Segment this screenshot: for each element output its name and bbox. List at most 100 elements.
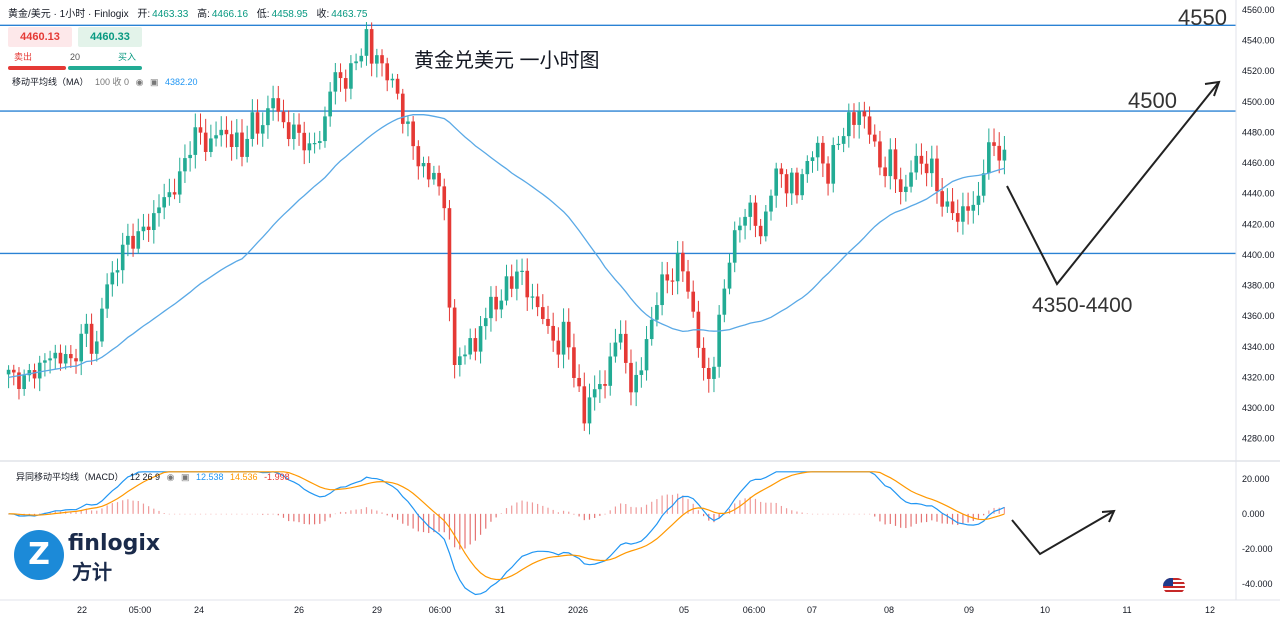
macd-histogram-bar xyxy=(334,513,336,515)
macd-histogram-bar xyxy=(874,513,876,517)
candle-body xyxy=(665,274,670,281)
sell-price-button[interactable]: 4460.13 xyxy=(8,27,72,47)
candle-body xyxy=(987,142,991,174)
macd-histogram-bar xyxy=(988,510,990,514)
macd-histogram-bar xyxy=(225,513,228,515)
macd-histogram-bar xyxy=(329,513,331,518)
macd-histogram-bar xyxy=(931,513,933,521)
logo-mark: Z xyxy=(14,530,64,580)
macd-histogram-bar xyxy=(464,513,466,549)
macd-histogram-bar xyxy=(168,513,170,515)
macd-histogram-bar xyxy=(614,506,617,514)
time-axis-tick: 22 xyxy=(77,605,87,615)
buy-button[interactable]: 买入 xyxy=(117,52,136,62)
candle-body xyxy=(940,191,944,207)
macd-legend[interactable]: 异同移动平均线（MACD） 12 26 9 ◉ ▣ 12.538 14.536 … xyxy=(12,470,290,483)
macd-histogram-bar xyxy=(879,513,881,522)
candle-body xyxy=(317,141,322,144)
candle-body xyxy=(935,158,939,192)
macd-histogram-bar xyxy=(573,513,575,515)
candle-body xyxy=(623,333,628,363)
macd-histogram-bar xyxy=(137,500,139,514)
sell-button[interactable]: 卖出 xyxy=(14,52,33,62)
macd-histogram-bar xyxy=(884,513,886,525)
candle-body xyxy=(779,168,784,175)
candle-body xyxy=(6,369,11,375)
candle-body xyxy=(447,208,452,308)
candle-body xyxy=(209,138,213,152)
candle-body xyxy=(17,372,21,389)
macd-histogram-bar xyxy=(241,513,243,515)
macd-histogram-bar xyxy=(531,502,534,514)
price-axis-tick: 4360.00 xyxy=(1242,311,1275,321)
macd-axis-tick: 20.000 xyxy=(1242,474,1270,484)
eye-icon[interactable]: ◉ xyxy=(166,472,175,482)
candle-body xyxy=(846,112,851,137)
macd-axis-tick: 0.000 xyxy=(1242,509,1265,519)
macd-histogram-bar xyxy=(734,503,736,514)
candle-body xyxy=(11,369,16,373)
low-label: 低: xyxy=(256,9,270,20)
macd-histogram-bar xyxy=(562,510,565,514)
macd-histogram-bar xyxy=(85,508,87,514)
macd-histogram-bar xyxy=(894,513,897,526)
candle-body xyxy=(530,296,535,298)
candle-body xyxy=(115,270,120,273)
macd-histogram-bar xyxy=(267,513,269,515)
candle-body xyxy=(649,319,654,340)
candle-body xyxy=(769,195,773,212)
macd-forecast-arrow xyxy=(1011,510,1115,556)
candle-body xyxy=(888,149,893,177)
macd-histogram-bar xyxy=(511,505,513,514)
candle-body xyxy=(494,296,498,310)
time-axis-tick: 05 xyxy=(679,605,689,615)
time-axis-tick: 06:00 xyxy=(743,605,766,615)
macd-histogram-bar xyxy=(122,500,124,514)
candle-body xyxy=(670,280,675,282)
candle-body xyxy=(743,216,747,226)
calendar-icon[interactable]: ▣ xyxy=(180,472,190,482)
candle-body xyxy=(582,386,587,424)
macd-histogram-bar xyxy=(173,513,176,515)
quantity-input[interactable]: 20 xyxy=(69,52,80,62)
us-flag-icon xyxy=(1163,578,1185,594)
macd-histogram-bar xyxy=(588,513,591,520)
symbol-header: 黄金/美元 · 1小时 · Finlogix 开: 4463.33 高: 4466.… xyxy=(8,5,367,20)
candle-body xyxy=(732,230,737,263)
buy-price-button[interactable]: 4460.33 xyxy=(78,27,142,47)
macd-histogram-bar xyxy=(142,503,145,514)
candle-body xyxy=(966,206,970,211)
signal-line xyxy=(8,471,1005,581)
macd-histogram-bar xyxy=(324,513,326,522)
macd-histogram-bar xyxy=(926,513,928,523)
macd-histogram-bar xyxy=(666,494,668,514)
ma-legend[interactable]: 移动平均线（MA） 100 收 0 ◉ ▣ 4382.20 xyxy=(12,75,198,88)
macd-histogram-bar xyxy=(557,512,559,514)
candle-body xyxy=(312,143,317,145)
candle-body xyxy=(385,63,390,81)
candle-body xyxy=(126,235,130,245)
macd-histogram-bar xyxy=(811,513,814,515)
candle-body xyxy=(758,225,763,237)
macd-histogram-bar xyxy=(417,513,419,532)
macd-histogram-bar xyxy=(863,513,865,515)
macd-histogram-bar xyxy=(360,509,362,514)
macd-histogram-bar xyxy=(251,513,253,515)
candle-body xyxy=(74,358,78,362)
eye-icon[interactable]: ◉ xyxy=(135,77,144,87)
trend-arrows xyxy=(1006,80,1221,556)
candle-body xyxy=(821,142,825,164)
candle-body xyxy=(458,356,462,365)
macd-histogram-bar xyxy=(547,507,549,514)
macd-histogram-bar xyxy=(90,510,93,514)
logo-chinese: 方计 xyxy=(72,560,112,584)
macd-histogram-bar xyxy=(256,513,259,515)
macd-histogram-bar xyxy=(946,513,948,524)
macd-histogram-bar xyxy=(583,513,585,521)
calendar-icon[interactable]: ▣ xyxy=(149,77,159,87)
macd-histogram-bar xyxy=(967,513,969,523)
candle-body xyxy=(146,226,151,230)
candle-body xyxy=(660,274,664,306)
price-axis-tick: 4280.00 xyxy=(1242,434,1275,444)
